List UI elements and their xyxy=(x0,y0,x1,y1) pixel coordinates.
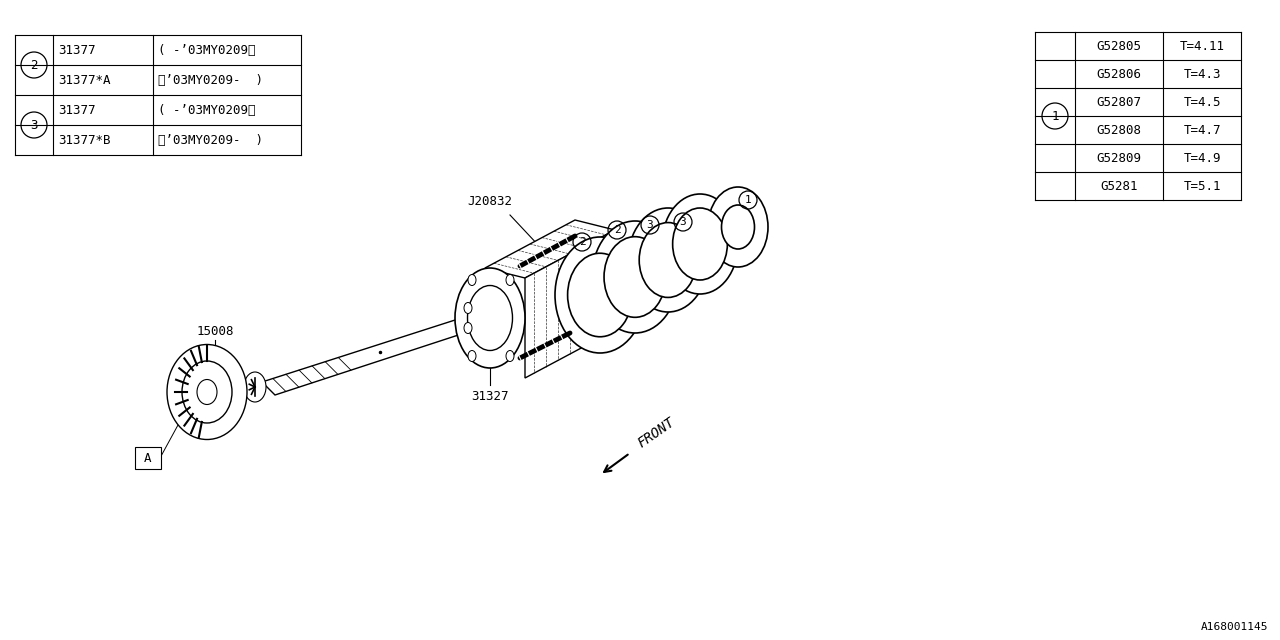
Text: 2: 2 xyxy=(579,237,585,247)
Ellipse shape xyxy=(662,194,739,294)
Text: 15008: 15008 xyxy=(196,325,234,338)
Text: J20832: J20832 xyxy=(467,195,512,208)
Text: G52806: G52806 xyxy=(1097,67,1142,81)
Ellipse shape xyxy=(506,275,515,285)
Text: FRONT: FRONT xyxy=(635,415,677,450)
Text: 〈’03MY0209-  ): 〈’03MY0209- ) xyxy=(157,74,262,86)
Text: 1: 1 xyxy=(1051,109,1059,122)
Text: G52807: G52807 xyxy=(1097,95,1142,109)
Ellipse shape xyxy=(506,351,515,362)
Ellipse shape xyxy=(604,237,666,317)
Ellipse shape xyxy=(639,223,696,298)
Text: G52808: G52808 xyxy=(1097,124,1142,136)
FancyBboxPatch shape xyxy=(134,447,161,469)
Text: ( -’03MY0209〉: ( -’03MY0209〉 xyxy=(157,104,256,116)
Text: 31377*B: 31377*B xyxy=(58,134,110,147)
Ellipse shape xyxy=(591,221,678,333)
Ellipse shape xyxy=(567,253,632,337)
Ellipse shape xyxy=(166,344,247,440)
Text: T=4.7: T=4.7 xyxy=(1183,124,1221,136)
Ellipse shape xyxy=(468,351,476,362)
Text: T=4.11: T=4.11 xyxy=(1179,40,1225,52)
Text: T=4.5: T=4.5 xyxy=(1183,95,1221,109)
Text: G52805: G52805 xyxy=(1097,40,1142,52)
Text: J20832: J20832 xyxy=(480,304,525,317)
Text: A: A xyxy=(145,451,152,465)
Ellipse shape xyxy=(244,372,266,402)
Text: T=5.1: T=5.1 xyxy=(1183,179,1221,193)
Text: 3: 3 xyxy=(646,220,653,230)
Text: 1: 1 xyxy=(745,195,751,205)
Text: 31377: 31377 xyxy=(58,104,96,116)
Text: 〈’03MY0209-  ): 〈’03MY0209- ) xyxy=(157,134,262,147)
Polygon shape xyxy=(262,312,492,395)
Ellipse shape xyxy=(468,275,476,285)
Polygon shape xyxy=(485,220,614,278)
Text: 2: 2 xyxy=(613,225,621,235)
Text: 31327: 31327 xyxy=(471,390,508,403)
Ellipse shape xyxy=(182,361,232,423)
Ellipse shape xyxy=(628,208,708,312)
Text: 2: 2 xyxy=(31,58,37,72)
Text: A60803: A60803 xyxy=(582,333,628,346)
Text: ( -’03MY0209〉: ( -’03MY0209〉 xyxy=(157,44,256,56)
Ellipse shape xyxy=(454,268,525,368)
Ellipse shape xyxy=(465,303,472,314)
Ellipse shape xyxy=(465,323,472,333)
Ellipse shape xyxy=(673,208,727,280)
Text: T=4.9: T=4.9 xyxy=(1183,152,1221,164)
Text: T=4.3: T=4.3 xyxy=(1183,67,1221,81)
Text: 31377*A: 31377*A xyxy=(58,74,110,86)
Text: 31377: 31377 xyxy=(58,44,96,56)
Text: G52809: G52809 xyxy=(1097,152,1142,164)
Text: G5281: G5281 xyxy=(1101,179,1138,193)
Text: 3: 3 xyxy=(680,217,686,227)
Ellipse shape xyxy=(556,237,645,353)
Ellipse shape xyxy=(708,187,768,267)
Text: A168001145: A168001145 xyxy=(1201,622,1268,632)
Ellipse shape xyxy=(197,380,218,404)
Ellipse shape xyxy=(722,205,754,249)
Ellipse shape xyxy=(467,285,512,351)
Polygon shape xyxy=(525,230,614,378)
Text: 3: 3 xyxy=(31,118,37,131)
